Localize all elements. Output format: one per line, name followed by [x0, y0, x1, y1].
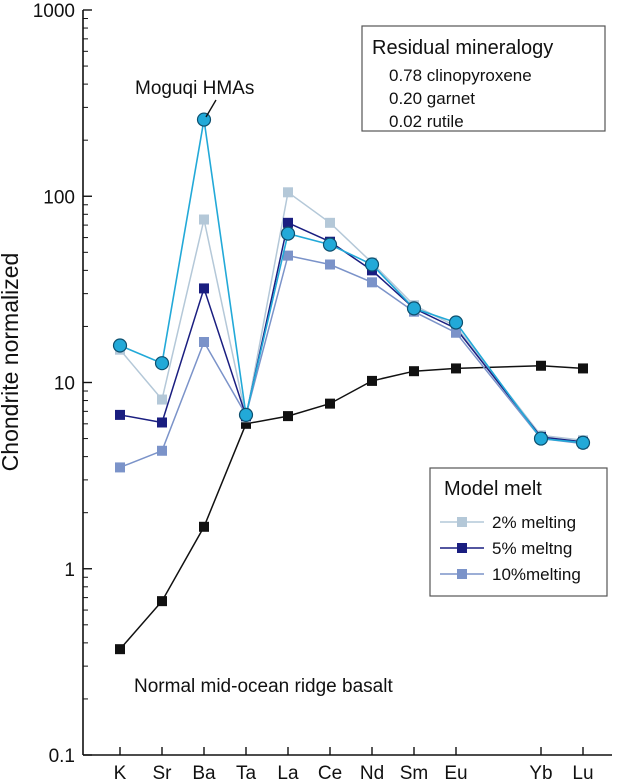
data-point	[238, 407, 254, 422]
data-point	[578, 363, 588, 374]
data-point	[112, 338, 128, 353]
data-point	[283, 411, 293, 422]
x-tick-label: Ta	[236, 763, 257, 780]
x-tick-label: Sm	[400, 763, 429, 780]
y-tick-label: 0.1	[49, 746, 75, 767]
residual-mineralogy-box: Residual mineralogy 0.78 clinopyroxene 0…	[361, 25, 606, 132]
y-tick-label: 1	[64, 560, 75, 581]
y-axis-title: Chondrite normalized	[0, 253, 23, 472]
legend-marker	[457, 517, 467, 527]
data-point	[199, 521, 209, 532]
data-point	[157, 445, 167, 456]
series-line	[119, 254, 584, 469]
series-layer	[112, 112, 591, 655]
data-point	[536, 360, 546, 371]
legend-label: 10%melting	[492, 565, 581, 584]
residual-line-cpx: 0.78 clinopyroxene	[389, 66, 532, 85]
data-point	[451, 327, 461, 338]
data-point	[325, 259, 335, 270]
x-tick-label: Ba	[192, 763, 216, 780]
legend: Model melt 2% melting 5% meltng 10%melting	[429, 467, 608, 597]
data-point	[322, 237, 338, 252]
moguqi-annotation: Moguqi HMAs	[135, 78, 254, 99]
data-point	[325, 398, 335, 409]
data-point	[157, 596, 167, 607]
data-point	[115, 409, 125, 420]
legend-label: 5% meltng	[492, 539, 572, 558]
data-point	[199, 214, 209, 225]
series-10-melting	[115, 250, 588, 473]
y-tick-label: 1000	[33, 1, 75, 22]
data-point	[367, 375, 377, 386]
data-point	[367, 277, 377, 288]
axis-ticks: 0.1 1 10 100 1000 K Sr Ba Ta La Ce Nd Sm Eu Yb Lu	[33, 1, 594, 780]
legend-title: Model melt	[444, 478, 542, 500]
moguqi-leader-line	[205, 99, 217, 118]
x-tick-label: K	[114, 763, 127, 780]
x-tick-label: Ce	[318, 763, 342, 780]
legend-marker	[457, 569, 467, 579]
data-point	[154, 356, 170, 371]
morb-annotation: Normal mid-ocean ridge basalt	[134, 676, 393, 697]
data-point	[283, 187, 293, 198]
data-point	[409, 366, 419, 377]
data-point	[115, 644, 125, 655]
data-point	[199, 283, 209, 294]
data-point	[451, 363, 461, 374]
y-tick-label: 10	[54, 374, 75, 395]
data-point	[115, 462, 125, 473]
x-tick-label: La	[277, 763, 299, 780]
residual-line-garnet: 0.20 garnet	[389, 89, 475, 108]
data-point	[157, 417, 167, 428]
data-point	[283, 250, 293, 261]
residual-line-rutile: 0.02 rutile	[389, 112, 464, 131]
residual-box-title: Residual mineralogy	[372, 37, 553, 59]
data-point	[325, 217, 335, 228]
x-tick-label: Lu	[572, 763, 593, 780]
data-point	[157, 394, 167, 405]
x-tick-label: Eu	[444, 763, 467, 780]
data-point	[364, 257, 380, 272]
data-point	[533, 431, 549, 446]
data-point	[406, 301, 422, 316]
data-point	[283, 217, 293, 228]
data-point	[280, 226, 296, 241]
x-tick-label: Yb	[529, 763, 552, 780]
series-moguqi-hmas	[112, 112, 591, 450]
data-point	[448, 315, 464, 330]
legend-items: 2% melting 5% meltng 10%melting	[440, 513, 581, 584]
series-5-meltng	[115, 217, 588, 447]
legend-marker	[457, 543, 467, 553]
x-tick-label: Nd	[360, 763, 384, 780]
legend-label: 2% melting	[492, 513, 576, 532]
data-point	[241, 418, 251, 429]
data-point	[199, 336, 209, 347]
data-point	[196, 112, 212, 127]
data-point	[575, 435, 591, 450]
y-tick-label: 100	[43, 187, 75, 208]
x-tick-label: Sr	[153, 763, 173, 780]
